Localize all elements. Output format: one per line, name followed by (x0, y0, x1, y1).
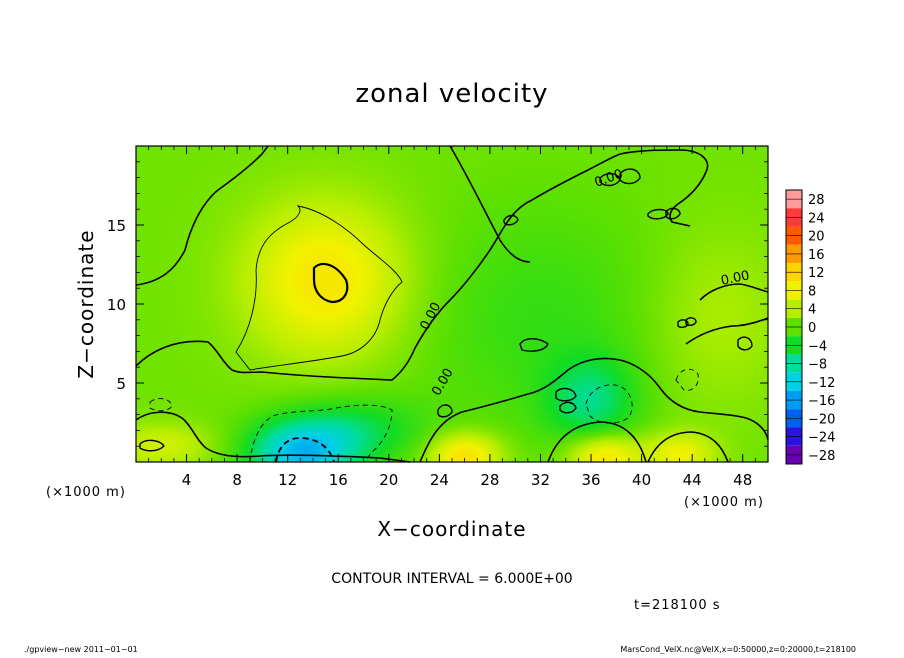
contour-small-loops (139, 168, 753, 452)
contour-interval-label: CONTOUR INTERVAL = 6.000E+00 (331, 571, 572, 587)
x-axis-unit-left: (×1000 m) (46, 485, 126, 500)
x-tick-label: 24 (430, 471, 449, 489)
colorbar-label: −8 (808, 358, 827, 373)
time-label: t=218100 s (634, 598, 721, 613)
contour-positive-6 (235, 205, 403, 371)
contour-label-right: 0.00 (720, 268, 751, 289)
colorbar-label: −24 (808, 431, 835, 446)
y-axis: 5 10 15 (107, 161, 768, 447)
x-tick-label: 44 (683, 471, 702, 489)
x-tick-label: 8 (232, 471, 242, 489)
chart-title: zonal velocity (355, 79, 548, 109)
x-tick-label: 40 (632, 471, 651, 489)
contour-zero-main (135, 149, 709, 381)
colorbar: 28 24 20 16 12 8 4 0 −4 −8 −12 −16 −20 −24 −28 (785, 189, 835, 465)
contour-positive-core (312, 262, 349, 304)
colorbar-label: 12 (808, 266, 825, 281)
x-tick-label: 16 (329, 471, 348, 489)
x-tick-label: 4 (182, 471, 192, 489)
x-tick-label: 28 (480, 471, 499, 489)
contour-lines (135, 145, 769, 463)
colorbar-label: 0 (808, 321, 816, 336)
x-tick-label: 36 (581, 471, 600, 489)
colorbar-label: 28 (808, 193, 825, 208)
contour-negative-right (149, 368, 699, 424)
y-tick-label: 10 (107, 296, 126, 314)
source-label: MarsCond_VelX.nc@VelX,x=0:50000,z=0:2000… (620, 645, 856, 654)
colorbar-label: −28 (808, 449, 835, 464)
y-tick-label: 15 (107, 217, 126, 235)
colorbar-label: −16 (808, 394, 835, 409)
contour-zero-upper-left (135, 145, 269, 286)
colorbar-label: 4 (808, 303, 816, 318)
x-tick-label: 20 (379, 471, 398, 489)
x-tick-label: 32 (531, 471, 550, 489)
x-axis-label: X−coordinate (377, 517, 526, 541)
colorbar-label: 8 (808, 284, 816, 299)
program-label: ./gpview−new 2011−01−01 (24, 645, 138, 654)
heatmap-field (136, 146, 768, 462)
contour-negative-core (275, 437, 335, 463)
x-tick-label: 48 (733, 471, 752, 489)
colorbar-label: 24 (808, 211, 825, 226)
contour-zero-right (685, 283, 769, 345)
colorbar-label: 16 (808, 248, 825, 263)
y-tick-label: 5 (116, 375, 126, 393)
colorbar-label: −12 (808, 376, 835, 391)
colorbar-label: 20 (808, 230, 825, 245)
contour-negative-6 (249, 404, 393, 463)
x-axis-unit-right: (×1000 m) (684, 495, 764, 510)
colorbar-label: −4 (808, 339, 827, 354)
x-tick-label: 12 (278, 471, 297, 489)
contour-zero-lower (135, 357, 769, 463)
x-axis: 4 8 12 16 20 24 28 32 36 40 44 48 (148, 146, 756, 489)
plot-area: 0.000.000.000.00 (135, 145, 769, 463)
colorbar-label: −20 (808, 412, 835, 427)
contour-zero-upper-mid (449, 145, 531, 263)
y-axis-label: Z−coordinate (74, 229, 98, 378)
